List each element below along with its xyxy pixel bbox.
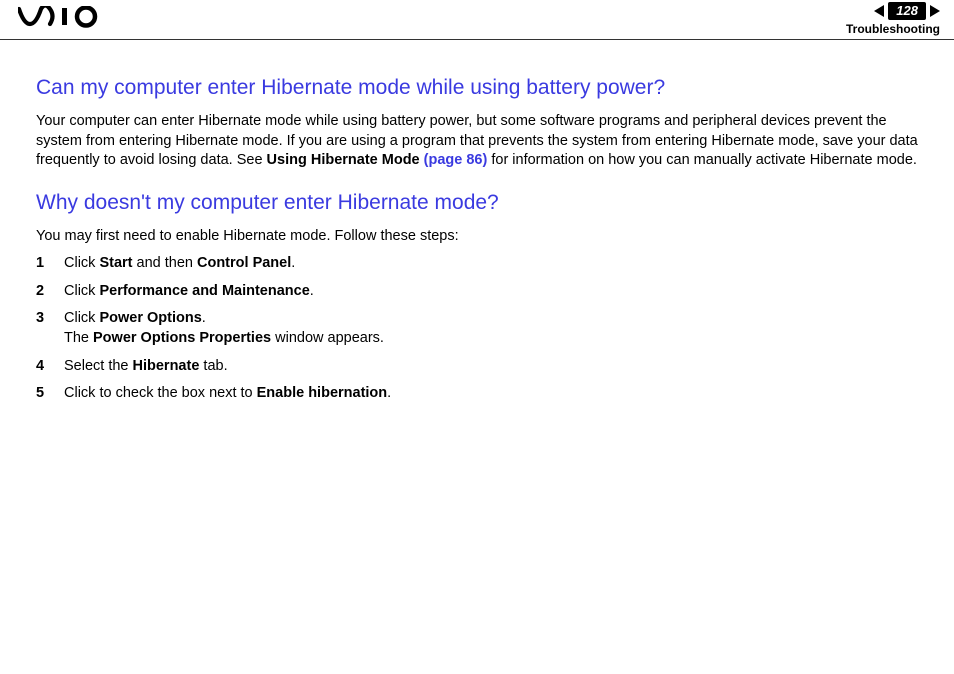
step-bold: Performance and Maintenance bbox=[99, 283, 309, 299]
step-4: Select the Hibernate tab. bbox=[36, 357, 918, 377]
prev-page-arrow-icon[interactable] bbox=[874, 5, 884, 17]
question-2-heading: Why doesn't my computer enter Hibernate … bbox=[36, 191, 918, 215]
page-header: 128 Troubleshooting bbox=[0, 0, 954, 40]
page-nav: 128 bbox=[874, 2, 940, 20]
step-text: window appears. bbox=[271, 330, 384, 346]
step-text: . bbox=[387, 385, 391, 401]
step-5: Click to check the box next to Enable hi… bbox=[36, 384, 918, 404]
next-page-arrow-icon[interactable] bbox=[930, 5, 940, 17]
step-bold: Hibernate bbox=[133, 358, 200, 374]
step-bold: Enable hibernation bbox=[257, 385, 388, 401]
step-bold: Power Options Properties bbox=[93, 330, 271, 346]
step-2: Click Performance and Maintenance. bbox=[36, 282, 918, 302]
step-text: Click bbox=[64, 283, 99, 299]
step-bold: Power Options bbox=[99, 310, 201, 326]
step-text: Click bbox=[64, 255, 99, 271]
step-text: Select the bbox=[64, 358, 133, 374]
step-text: . bbox=[310, 283, 314, 299]
step-text: . bbox=[291, 255, 295, 271]
page-content: Can my computer enter Hibernate mode whi… bbox=[0, 40, 954, 404]
step-1: Click Start and then Control Panel. bbox=[36, 254, 918, 274]
step-text: Click to check the box next to bbox=[64, 385, 257, 401]
step-text: The bbox=[64, 330, 93, 346]
step-text: Click bbox=[64, 310, 99, 326]
step-bold: Start bbox=[99, 255, 132, 271]
q1-link-label[interactable]: Using Hibernate Mode bbox=[267, 152, 420, 168]
q1-body-post: for information on how you can manually … bbox=[487, 152, 917, 168]
page-number-badge: 128 bbox=[888, 2, 926, 20]
q1-link-page[interactable]: (page 86) bbox=[424, 152, 488, 168]
question-2-intro: You may first need to enable Hibernate m… bbox=[36, 227, 918, 247]
step-text: tab. bbox=[199, 358, 227, 374]
steps-list: Click Start and then Control Panel. Clic… bbox=[36, 254, 918, 403]
step-text: and then bbox=[133, 255, 198, 271]
step-bold: Control Panel bbox=[197, 255, 291, 271]
step-3: Click Power Options. The Power Options P… bbox=[36, 309, 918, 348]
question-1-body: Your computer can enter Hibernate mode w… bbox=[36, 112, 918, 171]
section-label: Troubleshooting bbox=[846, 22, 940, 36]
page-number: 128 bbox=[896, 3, 918, 18]
step-text: . bbox=[202, 310, 206, 326]
question-1-heading: Can my computer enter Hibernate mode whi… bbox=[36, 76, 918, 100]
vaio-logo bbox=[18, 6, 108, 33]
step-3-sub: The Power Options Properties window appe… bbox=[64, 329, 918, 349]
